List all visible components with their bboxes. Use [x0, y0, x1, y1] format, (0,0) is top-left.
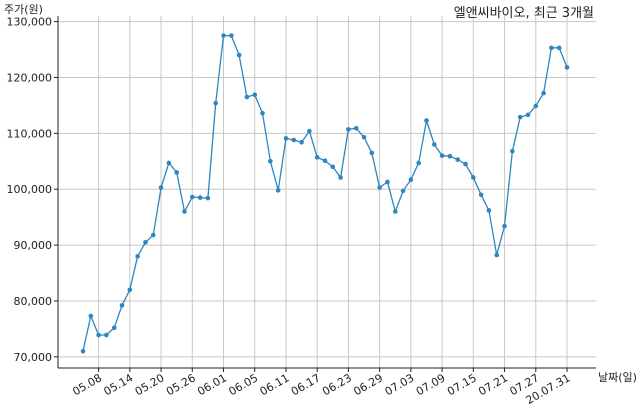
price-point — [119, 303, 125, 308]
y-tick-label: 80,000 — [14, 295, 53, 308]
x-tick-label: 07.09 — [414, 371, 448, 398]
price-point — [400, 188, 406, 194]
x-tick-label: 07.15 — [445, 371, 479, 398]
price-point — [143, 239, 148, 245]
price-point — [307, 128, 312, 134]
price-point — [416, 160, 421, 166]
y-tick-label: 70,000 — [14, 351, 53, 364]
price-point — [533, 103, 539, 109]
x-tick-labels: 05.0805.1405.2005.2606.0106.0506.1106.17… — [70, 368, 573, 407]
price-point — [174, 170, 179, 175]
price-point — [431, 142, 437, 147]
x-tick-label: 06.01 — [195, 371, 229, 398]
x-tick-label: 06.11 — [258, 371, 292, 398]
price-point — [135, 253, 140, 259]
price-point — [127, 287, 133, 293]
y-tick-label: 130,000 — [7, 16, 53, 29]
price-point — [408, 177, 414, 183]
price-point — [338, 175, 343, 180]
price-point — [150, 232, 156, 238]
price-point — [369, 150, 375, 156]
price-point — [268, 158, 273, 164]
price-point — [385, 179, 390, 185]
x-tick-label: 05.14 — [102, 371, 136, 398]
price-point — [244, 94, 250, 100]
price-point — [517, 114, 523, 120]
price-point — [96, 332, 101, 338]
price-point — [158, 185, 164, 190]
x-tick-label: 07.21 — [476, 371, 510, 398]
price-line — [82, 34, 568, 352]
price-point — [275, 188, 281, 193]
price-point — [205, 195, 211, 201]
price-point — [299, 139, 304, 145]
price-point — [353, 126, 359, 131]
price-point — [424, 118, 429, 123]
price-point — [392, 209, 398, 214]
price-point — [447, 153, 453, 159]
price-point — [549, 45, 554, 51]
x-tick-label: 05.26 — [164, 371, 198, 398]
price-point — [283, 136, 289, 141]
x-tick-label: 06.05 — [226, 371, 260, 398]
price-point — [346, 127, 351, 132]
price-point — [510, 148, 515, 154]
price-point — [478, 192, 484, 198]
price-point — [166, 160, 172, 166]
price-point — [189, 194, 195, 200]
price-point — [229, 33, 234, 38]
price-point — [252, 92, 258, 98]
x-tick-label: 06.17 — [289, 371, 323, 398]
price-point — [455, 157, 461, 162]
chart-title: 엘앤씨바이오, 최근 3개월 — [454, 6, 594, 21]
price-point — [556, 45, 562, 51]
price-point — [291, 137, 297, 143]
price-point — [330, 164, 336, 170]
y-tick-label: 100,000 — [7, 183, 53, 196]
price-point — [260, 110, 265, 116]
price-point — [377, 185, 382, 190]
y-tick-label: 120,000 — [7, 71, 53, 84]
price-point — [80, 348, 86, 354]
price-point — [221, 33, 226, 38]
x-tick-label: 07.03 — [383, 371, 417, 398]
y-tick-label: 110,000 — [7, 127, 53, 140]
y-axis-label: 주가(원) — [4, 3, 43, 16]
price-point — [361, 134, 367, 140]
y-tick-labels: 70,000 80,000 90,000 100,000 110,000 120,000 1… — [7, 16, 58, 364]
price-point — [502, 223, 507, 229]
x-tick-label: 05.20 — [133, 371, 167, 398]
x-tick-label: 06.29 — [351, 371, 385, 398]
price-point — [104, 332, 109, 338]
series — [80, 33, 570, 354]
price-point — [439, 153, 445, 158]
price-point — [471, 175, 476, 180]
price-point — [182, 209, 187, 214]
grid — [58, 16, 596, 368]
price-point — [322, 158, 328, 164]
price-point — [463, 161, 468, 167]
x-tick-label: 05.08 — [70, 371, 104, 398]
price-point — [213, 100, 219, 106]
price-point — [486, 208, 492, 213]
price-point — [494, 252, 500, 258]
price-point — [525, 112, 531, 118]
price-point — [314, 155, 320, 160]
price-point — [197, 195, 203, 200]
axes — [57, 16, 596, 369]
price-point — [541, 90, 546, 96]
x-axis-label: 날짜(일) — [598, 370, 637, 384]
price-point — [564, 65, 570, 70]
y-tick-label: 90,000 — [14, 239, 53, 252]
price-point — [236, 52, 242, 58]
x-tick-label: 06.23 — [320, 371, 354, 398]
price-point — [111, 325, 117, 331]
price-point — [88, 313, 94, 319]
